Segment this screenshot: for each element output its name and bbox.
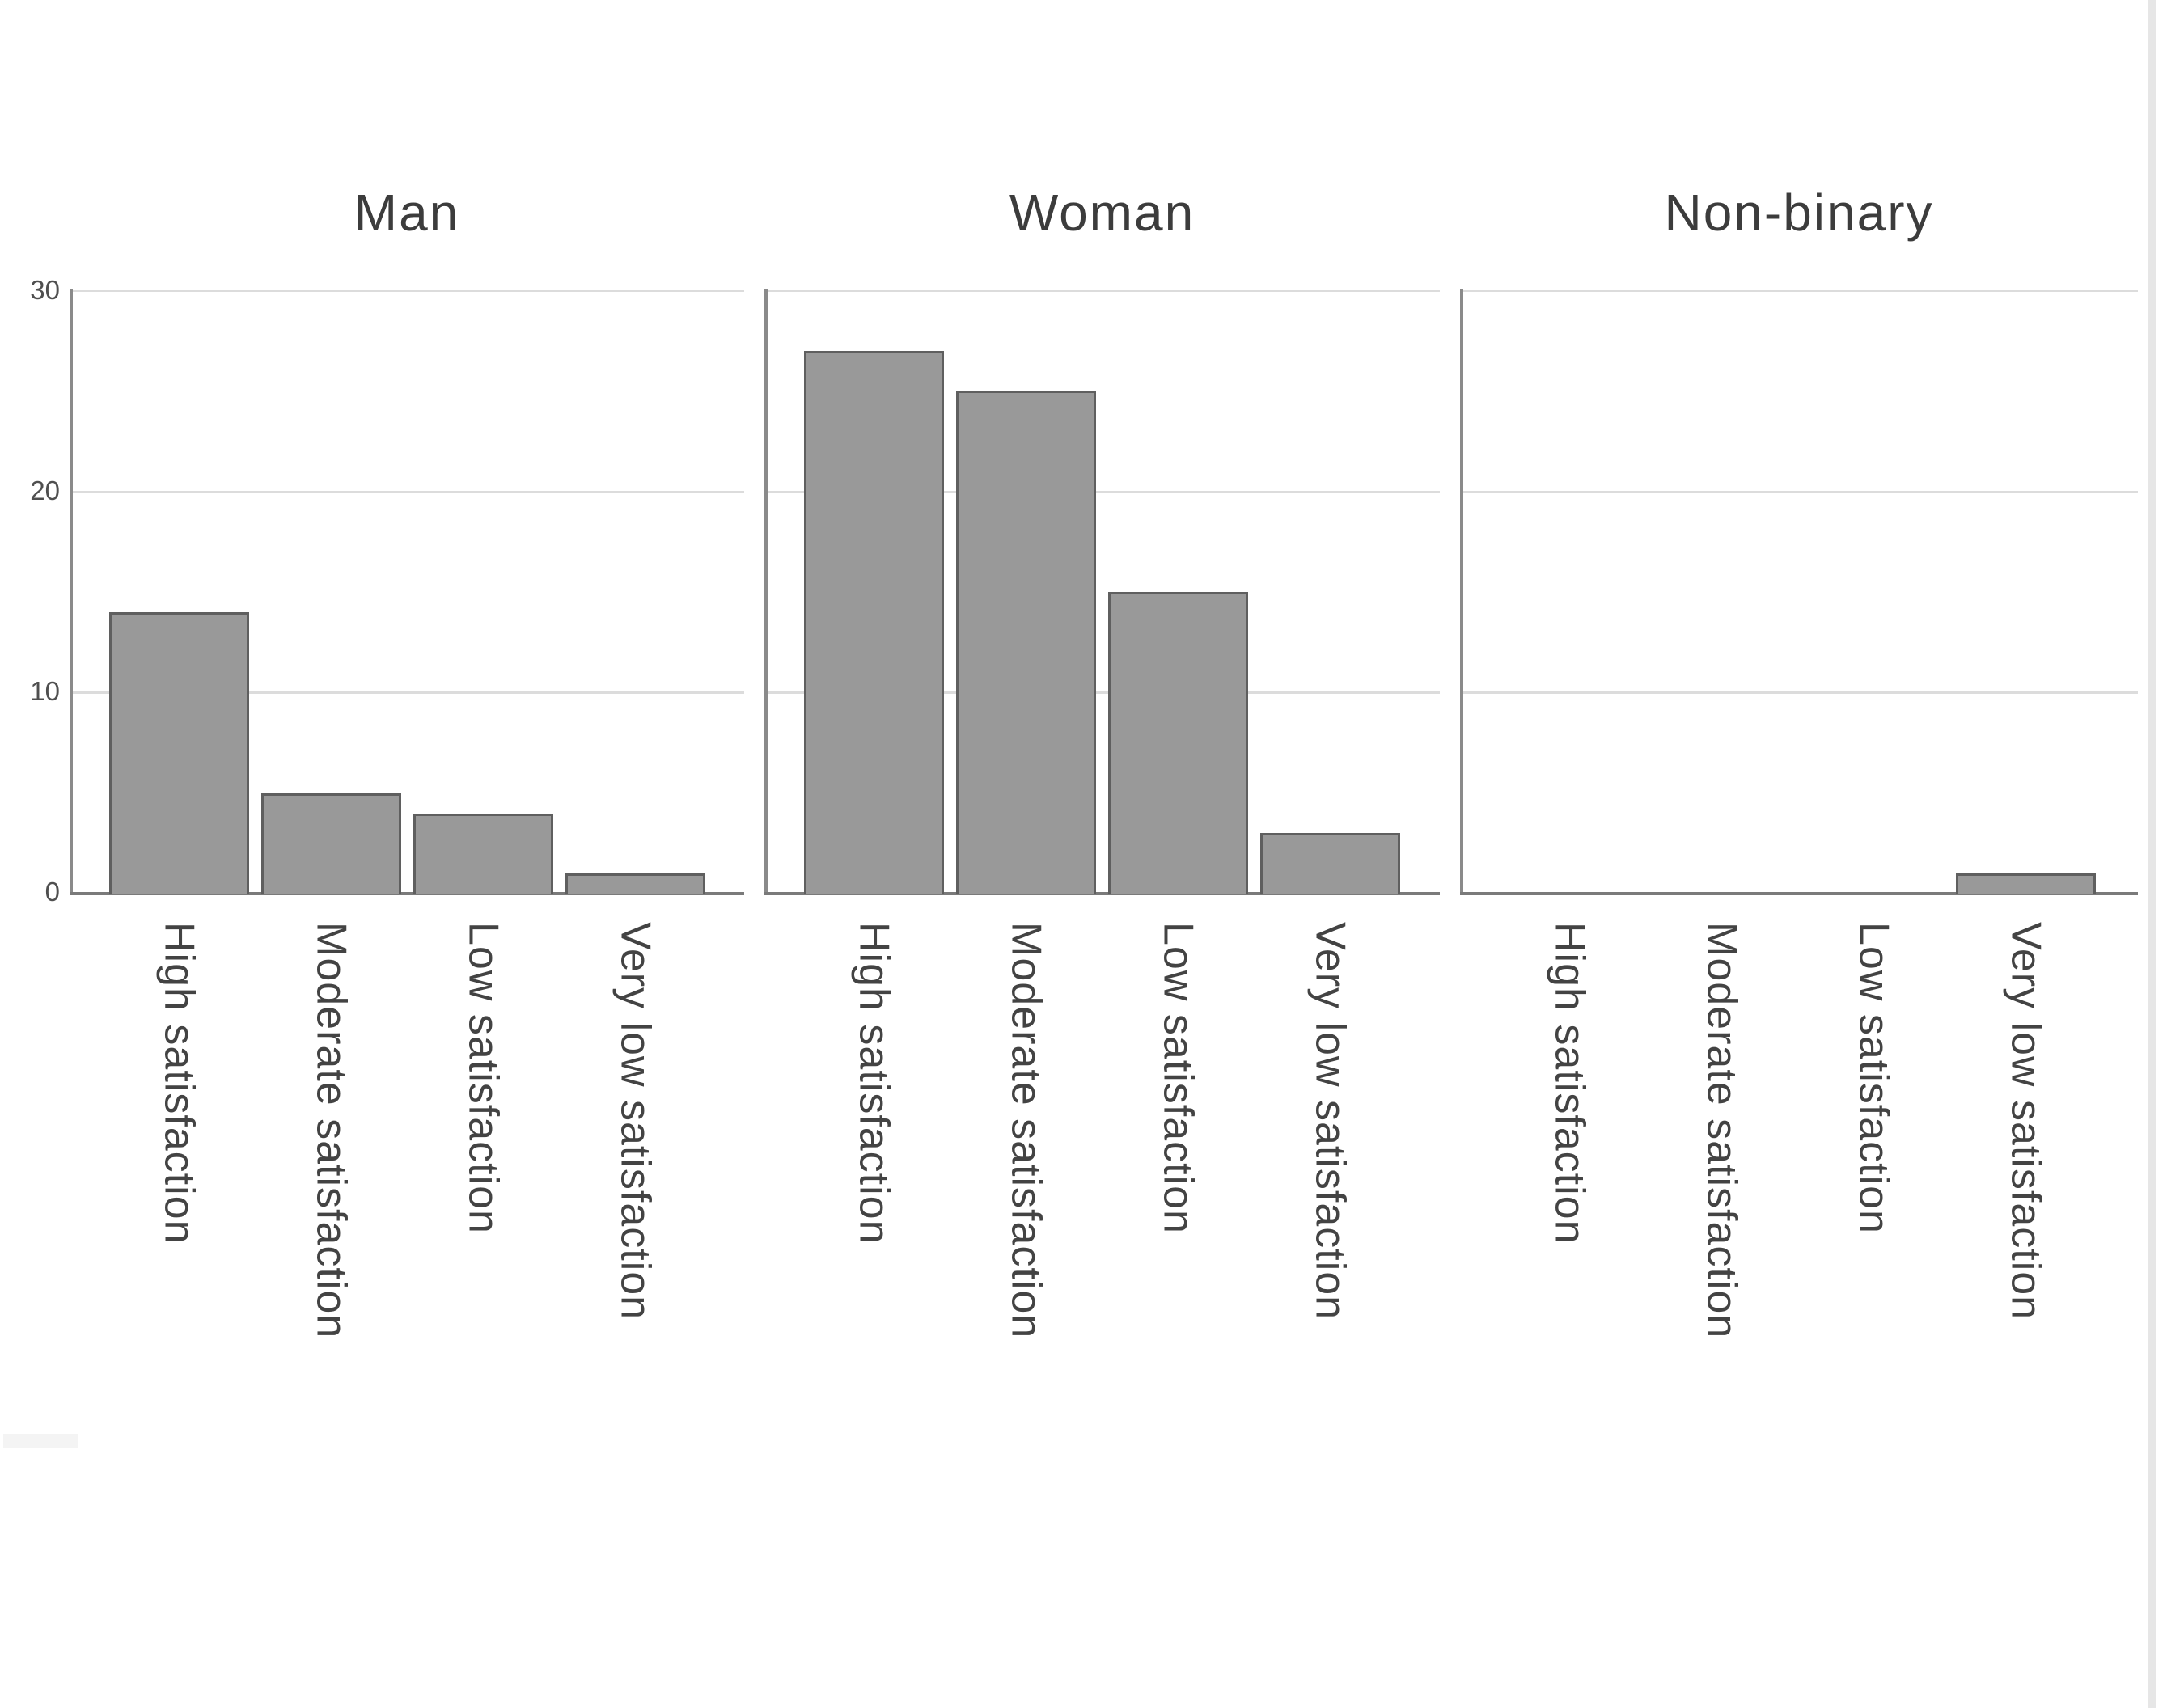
y-tick-label-0: 0 [44,877,60,907]
y-axis-line [1460,289,1463,895]
gridline-30 [1462,290,2138,292]
y-axis-line [764,289,768,895]
gridline-20 [1462,490,2138,493]
bar-man-low-satisfaction [413,814,553,894]
gridline-30 [71,290,744,292]
y-tick-label-20: 20 [30,476,60,505]
y-tick-label-10: 10 [30,676,60,706]
gridline-30 [766,290,1440,292]
left-edge-smudge [3,1434,78,1448]
x-tick-label-man-very-low-satisfaction: Very low satisfaction [612,922,659,1321]
x-tick-label-man-high-satisfaction: High satisfaction [155,922,203,1245]
gridline-10 [71,691,744,695]
x-tick-label-woman-very-low-satisfaction: Very low satisfaction [1306,922,1354,1321]
x-axis-line [764,892,1440,895]
x-tick-label-woman-high-satisfaction: High satisfaction [850,922,898,1245]
bar-non-binary-very-low-satisfaction [1956,873,2096,894]
y-tick-label-30: 30 [30,275,60,305]
bar-man-very-low-satisfaction [565,873,705,894]
x-tick-label-man-moderate-satisfaction: Moderate satisfaction [307,922,355,1339]
x-axis-line [1460,892,2138,895]
gridline-20 [71,490,744,493]
bar-woman-high-satisfaction [804,351,944,894]
x-tick-label-woman-moderate-satisfaction: Moderate satisfaction [1002,922,1050,1339]
gridline-10 [766,691,1440,695]
gridline-10 [1462,691,2138,695]
facet-panel-man [70,289,744,895]
x-axis-line [70,892,744,895]
facet-title-woman: Woman [1009,184,1196,242]
bar-woman-moderate-satisfaction [956,391,1096,894]
x-tick-label-man-low-satisfaction: Low satisfaction [459,922,507,1234]
facet-panel-woman [764,289,1440,895]
bar-man-moderate-satisfaction [261,793,401,894]
right-edge-line [2148,0,2156,1708]
x-tick-label-non-binary-low-satisfaction: Low satisfaction [1850,922,1898,1234]
y-axis-line [70,289,73,895]
bar-woman-very-low-satisfaction [1260,833,1400,894]
x-tick-label-non-binary-very-low-satisfaction: Very low satisfaction [2002,922,2050,1321]
bar-man-high-satisfaction [109,612,249,894]
x-tick-label-non-binary-high-satisfaction: High satisfaction [1546,922,1594,1245]
facet-title-non-binary: Non-binary [1664,184,1934,242]
bar-woman-low-satisfaction [1108,592,1248,894]
facet-panel-non-binary [1460,289,2138,895]
x-tick-label-woman-low-satisfaction: Low satisfaction [1154,922,1202,1234]
facet-title-man: Man [353,184,460,242]
gridline-20 [766,490,1440,493]
x-tick-label-non-binary-moderate-satisfaction: Moderate satisfaction [1698,922,1746,1339]
